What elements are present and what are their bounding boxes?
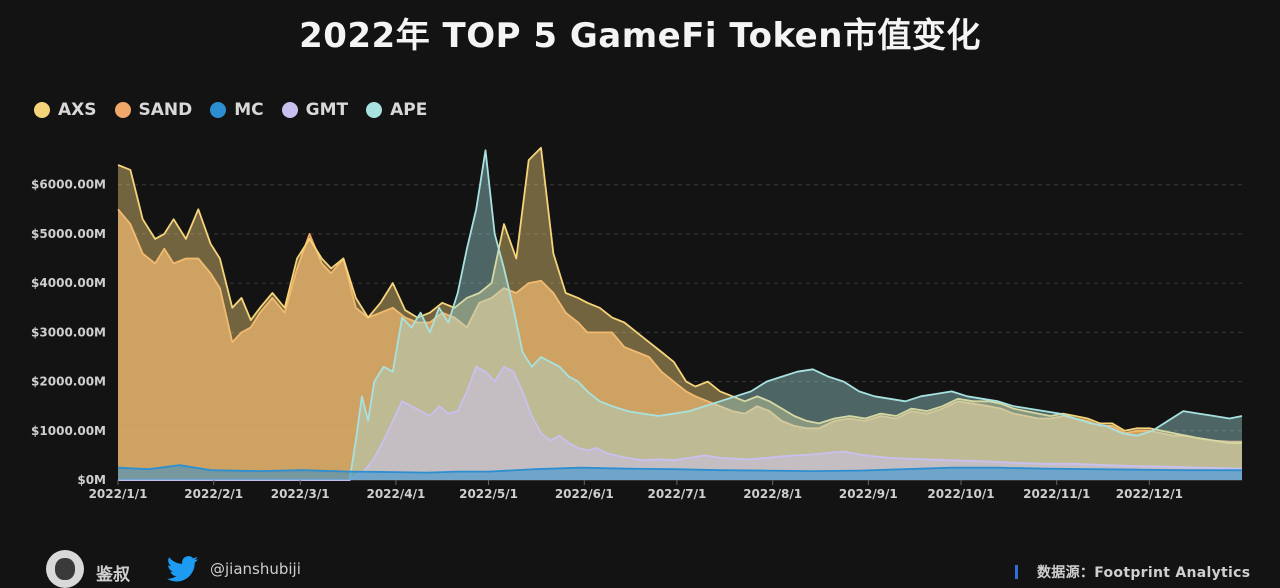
- chart-area: $0M $1000.00M $2000.00M $3000.00M $4000.00M $…: [31, 146, 1243, 501]
- y-tick-label: $0M: [77, 473, 106, 487]
- series-area-ape: [118, 150, 1242, 481]
- source-divider: [1015, 565, 1018, 579]
- series-gmt: [118, 365, 1243, 481]
- y-tick-label: $6000.00M: [31, 178, 106, 192]
- x-tick-label: 2022/2/1: [184, 487, 243, 501]
- legend-item-ape[interactable]: APE: [366, 100, 427, 120]
- series-mc: [117, 464, 1242, 480]
- legend-dot-ape: [366, 102, 383, 118]
- series-line-mc: [117, 464, 1242, 474]
- avatar-icon: [46, 550, 84, 588]
- legend-item-sand[interactable]: SAND: [114, 100, 193, 120]
- y-tick-label: $1000.00M: [31, 424, 106, 438]
- x-tick-label: 2022/12/1: [1116, 487, 1183, 501]
- series-area-axs: [118, 147, 1242, 481]
- legend-dot-axs: [34, 102, 50, 118]
- author-name: 鉴叔: [96, 565, 130, 585]
- legend-dot-mc: [210, 102, 227, 118]
- legend-label-axs: AXS: [58, 100, 97, 120]
- chart-title: 2022年 TOP 5 GameFi Token市值变化: [299, 16, 981, 56]
- data-source: 数据源：Footprint Analytics: [1037, 565, 1251, 581]
- footer: 鉴叔 @jianshubiji 数据源：Footprint Analytics: [0, 548, 1280, 588]
- x-tick-label: 2022/5/1: [459, 487, 518, 501]
- legend-item-axs[interactable]: AXS: [34, 100, 97, 120]
- twitter-bird-icon[interactable]: [166, 556, 200, 582]
- y-tick-label: $2000.00M: [31, 375, 106, 389]
- series-line-sand: [117, 208, 1242, 443]
- legend-dot-gmt: [281, 102, 298, 118]
- axis-layer: $0M $1000.00M $2000.00M $3000.00M $4000.00M $…: [31, 178, 1183, 501]
- legend-label-sand: SAND: [138, 100, 193, 120]
- legend-label-mc: MC: [234, 100, 264, 120]
- x-tick-label: 2022/10/1: [927, 487, 994, 501]
- series-line-gmt: [118, 365, 1243, 481]
- y-tick-label: $3000.00M: [31, 325, 106, 339]
- series-ape: [118, 149, 1243, 481]
- x-tick-label: 2022/6/1: [555, 487, 614, 501]
- legend-label-ape: APE: [390, 100, 428, 120]
- series-axs: [117, 146, 1242, 481]
- x-tick-label: 2022/9/1: [839, 487, 898, 501]
- series-line-ape: [118, 149, 1243, 481]
- y-tick-label: $4000.00M: [31, 276, 106, 290]
- x-tick-label: 2022/8/1: [743, 487, 802, 501]
- legend-label-gmt: GMT: [305, 100, 349, 120]
- x-tick-label: 2022/7/1: [647, 487, 706, 501]
- x-tick-label: 2022/11/1: [1023, 487, 1090, 501]
- legend-item-mc[interactable]: MC: [210, 100, 264, 120]
- legend-item-gmt[interactable]: GMT: [281, 100, 349, 120]
- chart-legend: AXS SAND MC GMT APE: [34, 100, 427, 120]
- legend-dot-sand: [114, 102, 131, 118]
- twitter-handle[interactable]: @jianshubiji: [210, 560, 301, 578]
- series-area-mc: [118, 465, 1242, 480]
- x-tick-label: 2022/4/1: [366, 487, 425, 501]
- series-layer: [117, 146, 1243, 481]
- y-tick-label: $5000.00M: [31, 227, 106, 241]
- x-tick-label: 2022/1/1: [89, 487, 148, 501]
- series-area-gmt: [118, 366, 1242, 480]
- series-line-axs: [117, 146, 1242, 444]
- x-tick-label: 2022/3/1: [271, 487, 330, 501]
